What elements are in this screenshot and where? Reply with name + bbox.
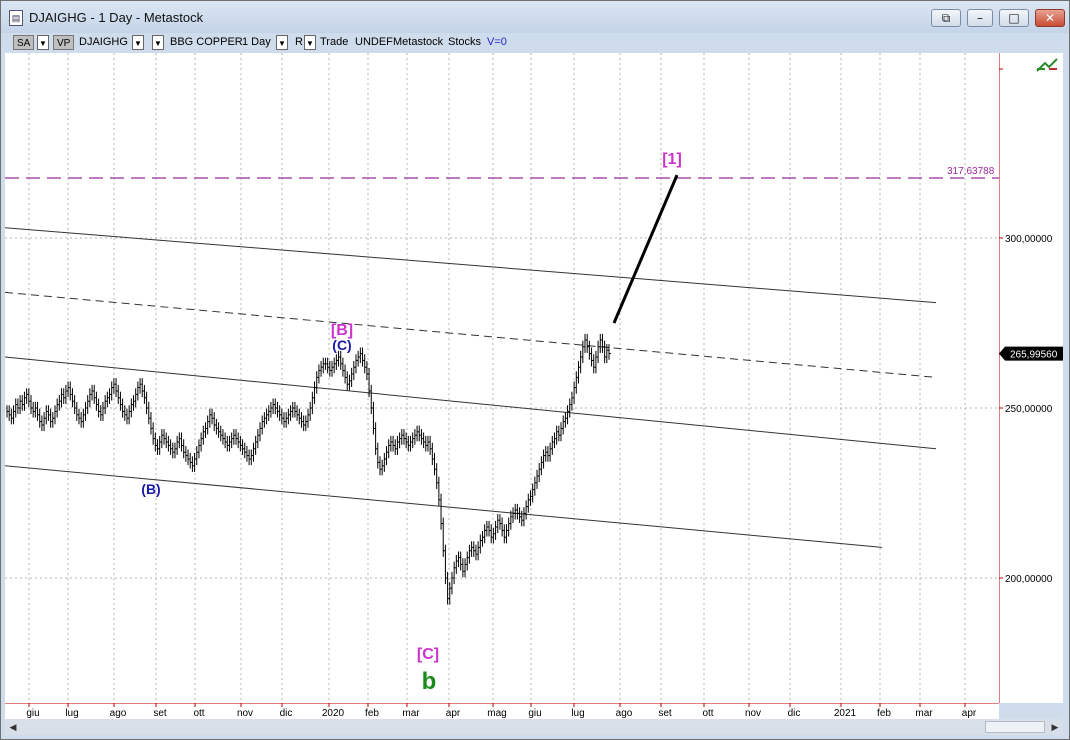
date-tick-label: apr xyxy=(962,708,977,719)
volume-label: V=0 xyxy=(487,36,507,48)
scroll-right-icon[interactable]: ▶ xyxy=(1051,722,1059,732)
channel-line xyxy=(4,227,937,304)
symbol-label[interactable]: DJAIGHG xyxy=(79,36,128,48)
minimize-icon: – xyxy=(977,11,983,25)
sa-button[interactable]: SA xyxy=(13,35,35,50)
wave-label: (B) xyxy=(141,481,160,497)
restore-layout-button[interactable]: ⧉ xyxy=(931,9,961,27)
price-tick-label: 200,00000 xyxy=(1005,574,1053,585)
wave-label: [1] xyxy=(662,151,682,168)
date-tick-label: set xyxy=(153,708,167,719)
date-tick-label: ago xyxy=(616,708,633,719)
date-tick-label: 2020 xyxy=(322,708,345,719)
date-tick-label: ott xyxy=(702,708,713,719)
period-dropdown-icon[interactable]: ▼ xyxy=(276,35,288,50)
stocks-label: Stocks xyxy=(448,36,482,48)
date-tick-label: lug xyxy=(571,708,584,719)
maximize-icon: □ xyxy=(1008,11,1020,25)
maximize-button[interactable]: □ xyxy=(999,9,1029,27)
channel-line xyxy=(4,356,937,450)
sa-dropdown-icon[interactable]: ▼ xyxy=(37,35,49,50)
refresh-chart-icon[interactable] xyxy=(1036,58,1058,72)
r-dropdown-icon[interactable]: ▼ xyxy=(304,35,316,50)
window-title: DJAIGHG - 1 Day - Metastock xyxy=(29,10,204,25)
date-tick-label: mar xyxy=(402,708,420,719)
last-price-label: 265,99560 xyxy=(1010,350,1058,361)
layout-icon: ⧉ xyxy=(941,11,951,25)
symbol-dropdown-icon[interactable]: ▼ xyxy=(132,35,144,50)
date-tick-label: nov xyxy=(745,708,761,719)
wave-label: b xyxy=(422,668,437,695)
wave-label: [B] xyxy=(331,322,353,339)
title-bar[interactable]: ▤ DJAIGHG - 1 Day - Metastock ⧉ – □ ✕ xyxy=(1,1,1069,33)
wave-label: [C] xyxy=(417,646,439,663)
projection-line xyxy=(612,174,679,324)
date-tick-label: dic xyxy=(280,708,293,719)
period-label[interactable]: 1 Day xyxy=(242,36,271,48)
scroll-left-icon[interactable]: ◀ xyxy=(9,722,17,732)
chart-document-icon: ▤ xyxy=(9,10,23,26)
close-button[interactable]: ✕ xyxy=(1035,9,1065,27)
name-dropdown-icon[interactable]: ▼ xyxy=(152,35,164,50)
target-label: 317,63788 xyxy=(947,166,995,177)
price-tick-label: 250,00000 xyxy=(1005,404,1053,415)
date-tick-label: mar xyxy=(915,708,933,719)
wave-label: (C) xyxy=(332,337,351,353)
undef-label: UNDEF xyxy=(355,36,393,48)
date-tick-label: dic xyxy=(788,708,801,719)
date-axis[interactable]: giu lug ago set ott nov dic 2020 feb mar apr mag giu… xyxy=(5,702,999,719)
trade-label: Trade xyxy=(320,36,349,48)
chart-toolbar: SA ▼ VP DJAIGHG ▼ ▼ BBG COPPER 1 Day ▼ R… xyxy=(1,33,1069,53)
price-tick-label: 300,00000 xyxy=(1005,234,1053,245)
date-tick-label: feb xyxy=(365,708,379,719)
date-tick-label: lug xyxy=(65,708,78,719)
channel-line xyxy=(4,465,883,548)
security-name: BBG COPPER xyxy=(170,36,243,48)
close-icon: ✕ xyxy=(1044,11,1056,25)
scroll-thumb[interactable] xyxy=(985,721,1045,733)
date-tick-label: apr xyxy=(446,708,461,719)
date-tick-label: giu xyxy=(26,708,39,719)
date-tick-label: mag xyxy=(487,708,506,719)
date-tick-label: feb xyxy=(877,708,891,719)
date-tick-label: ago xyxy=(110,708,127,719)
date-tick-label: giu xyxy=(528,708,541,719)
source-label: Metastock xyxy=(393,36,444,48)
date-axis-svg: giu lug ago set ott nov dic 2020 feb mar apr mag giu… xyxy=(5,702,999,719)
date-tick-label: ott xyxy=(193,708,204,719)
r-label[interactable]: R xyxy=(295,36,303,48)
price-axis[interactable]: 300,00000 250,00000 200,00000 265,99560 xyxy=(998,53,1063,703)
price-axis-svg: 300,00000 250,00000 200,00000 265,99560 xyxy=(998,53,1063,703)
last-price-marker xyxy=(999,346,1063,361)
date-tick-label: nov xyxy=(237,708,253,719)
horizontal-scrollbar[interactable]: ◀ ▶ xyxy=(5,719,1063,735)
date-tick-label: set xyxy=(658,708,672,719)
channel-line xyxy=(4,291,937,378)
minimize-button[interactable]: – xyxy=(967,9,993,27)
price-chart-svg: 317,63788 [B](C) (B) [C] b [1] xyxy=(4,53,999,703)
vp-button[interactable]: VP xyxy=(53,35,75,50)
date-tick-label: 2021 xyxy=(834,708,857,719)
price-chart-area[interactable]: 317,63788 [B] (C) (B) [C] b [1] xyxy=(4,53,999,703)
